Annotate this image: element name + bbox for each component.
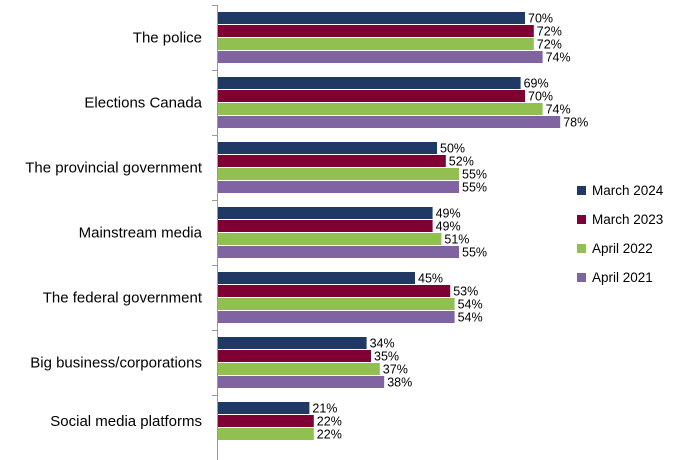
- legend: March 2024 March 2023 April 2022 April 2…: [577, 176, 663, 292]
- legend-label: April 2022: [592, 241, 653, 256]
- data-label: 49%: [436, 207, 461, 221]
- bar-social-media-platforms-april-2022: [217, 428, 314, 440]
- data-label: 38%: [387, 376, 412, 390]
- bar-big-business-corporations-march-2024: [217, 337, 367, 349]
- data-label: 49%: [436, 220, 461, 234]
- bar-social-media-platforms-march-2023: [217, 415, 314, 427]
- bar-the-police-march-2024: [217, 12, 525, 24]
- data-label: 54%: [458, 298, 483, 312]
- legend-swatch: [577, 273, 586, 282]
- data-label: 72%: [537, 25, 562, 39]
- legend-item-april-2022: April 2022: [577, 234, 663, 263]
- bar-the-federal-government-april-2022: [217, 298, 455, 310]
- data-label: 34%: [370, 337, 395, 351]
- legend-swatch: [577, 186, 586, 195]
- bar-the-federal-government-march-2024: [217, 272, 415, 284]
- bar-big-business-corporations-april-2021: [217, 376, 385, 388]
- data-label: 55%: [462, 181, 487, 195]
- data-label: 35%: [374, 350, 399, 364]
- category-label: The federal government: [43, 290, 203, 307]
- bar-elections-canada-march-2023: [217, 90, 525, 102]
- legend-item-march-2024: March 2024: [577, 176, 663, 205]
- legend-label: March 2023: [592, 212, 664, 227]
- data-label: 70%: [528, 12, 553, 26]
- bar-mainstream-media-april-2021: [217, 246, 459, 258]
- bar-elections-canada-april-2022: [217, 103, 543, 115]
- bar-elections-canada-april-2021: [217, 116, 561, 128]
- legend-item-march-2023: March 2023: [577, 205, 663, 234]
- bar-elections-canada-march-2024: [217, 77, 521, 89]
- data-label: 22%: [317, 415, 342, 429]
- data-label: 22%: [317, 428, 342, 442]
- bar-the-federal-government-march-2023: [217, 285, 451, 297]
- data-label: 55%: [462, 246, 487, 260]
- bar-mainstream-media-april-2022: [217, 233, 442, 245]
- bar-the-provincial-government-march-2023: [217, 155, 446, 167]
- data-label: 51%: [444, 233, 469, 247]
- bar-social-media-platforms-march-2024: [217, 402, 310, 414]
- data-label: 74%: [546, 51, 571, 65]
- data-label: 21%: [312, 402, 337, 416]
- category-label: Mainstream media: [79, 225, 203, 242]
- category-label: Elections Canada: [84, 95, 202, 112]
- category-label: Social media platforms: [50, 413, 202, 430]
- data-label: 78%: [563, 116, 588, 130]
- data-label: 52%: [449, 155, 474, 169]
- legend-swatch: [577, 215, 586, 224]
- bar-the-police-april-2022: [217, 38, 534, 50]
- category-label: The police: [133, 30, 202, 47]
- data-label: 50%: [440, 142, 465, 156]
- bar-mainstream-media-march-2023: [217, 220, 433, 232]
- data-label: 74%: [546, 103, 571, 117]
- category-label: Big business/corporations: [30, 355, 202, 372]
- category-labels: The police Elections Canada The provincial…: [25, 30, 203, 431]
- bar-big-business-corporations-april-2022: [217, 363, 380, 375]
- category-axis: [212, 5, 218, 460]
- bars: [217, 12, 561, 440]
- data-label: 70%: [528, 90, 553, 104]
- data-label: 54%: [458, 311, 483, 325]
- bar-the-federal-government-april-2021: [217, 311, 455, 323]
- data-label: 55%: [462, 168, 487, 182]
- data-label: 69%: [524, 77, 549, 91]
- bar-the-provincial-government-april-2022: [217, 168, 459, 180]
- bar-mainstream-media-march-2024: [217, 207, 433, 219]
- data-label: 45%: [418, 272, 443, 286]
- bar-the-provincial-government-april-2021: [217, 181, 459, 193]
- data-label: 37%: [383, 363, 408, 377]
- value-labels: 70%72%72%74%69%70%74%78%50%52%55%55%49%4…: [312, 12, 588, 442]
- category-label: The provincial government: [25, 160, 203, 177]
- data-label: 53%: [453, 285, 478, 299]
- legend-label: April 2021: [592, 270, 653, 285]
- bar-big-business-corporations-march-2023: [217, 350, 371, 362]
- legend-label: March 2024: [592, 183, 664, 198]
- bar-the-police-april-2021: [217, 51, 543, 63]
- data-label: 72%: [537, 38, 562, 52]
- legend-swatch: [577, 244, 586, 253]
- bar-the-provincial-government-march-2024: [217, 142, 437, 154]
- bar-the-police-march-2023: [217, 25, 534, 37]
- legend-item-april-2021: April 2021: [577, 263, 663, 292]
